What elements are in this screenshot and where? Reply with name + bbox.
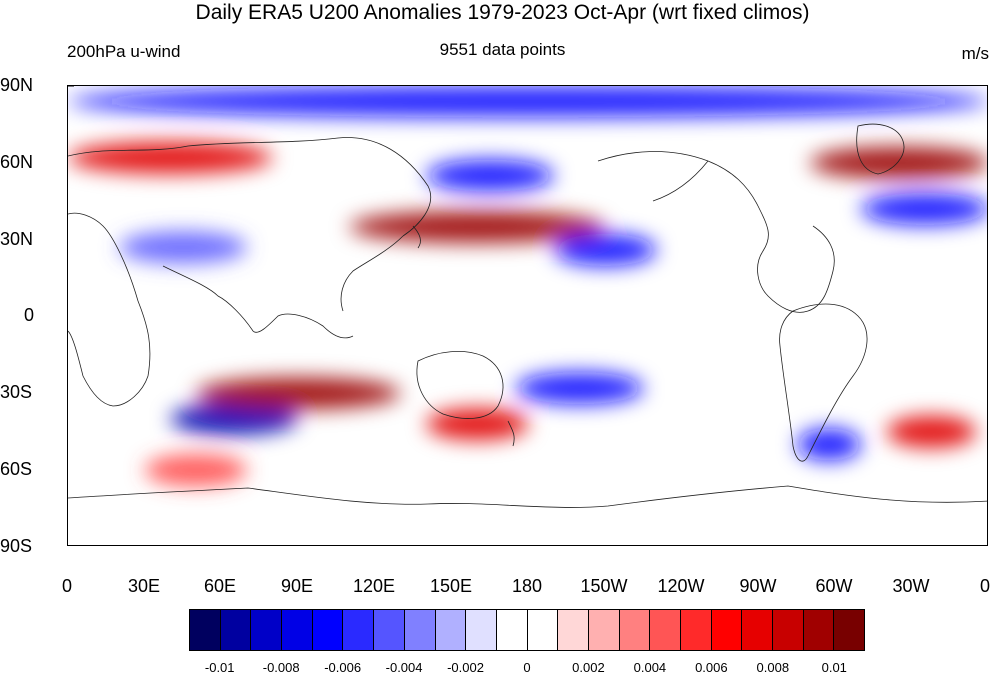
colorbar-label: -0.006 xyxy=(324,660,362,675)
colorbar-box xyxy=(527,610,559,650)
colorbar-box xyxy=(803,610,835,650)
units-label: m/s xyxy=(961,44,989,63)
anomaly-field xyxy=(68,86,987,508)
colorbar-box xyxy=(650,610,681,650)
lon-label-90w: 90W xyxy=(739,576,777,596)
anomaly-positive xyxy=(68,141,273,174)
lon-label-30e: 30E xyxy=(127,576,161,596)
colorbar-box xyxy=(374,610,405,650)
colorbar-box xyxy=(773,610,804,650)
anomaly-negative xyxy=(861,192,987,225)
lon-label-180: 180 xyxy=(511,576,543,596)
colorbar-box xyxy=(282,610,313,650)
anomaly-positive xyxy=(349,210,606,243)
anomaly-map xyxy=(67,85,988,546)
colorbar-box xyxy=(220,610,252,650)
lat-label-90s: 90S xyxy=(0,536,33,556)
lon-label-0: 0 xyxy=(61,576,72,596)
colorbar-box xyxy=(496,610,528,650)
colorbar-label: 0.008 xyxy=(756,660,790,675)
colorbar-box xyxy=(466,610,497,650)
lon-label-150e: 150E xyxy=(429,576,473,596)
anomaly-positive xyxy=(426,408,529,441)
colorbar-box xyxy=(619,610,651,650)
lon-label-60w: 60W xyxy=(815,576,853,596)
colorbar-box xyxy=(312,610,344,650)
lat-label-30s: 30S xyxy=(0,382,33,402)
colorbar-box xyxy=(558,610,589,650)
anomaly-positive xyxy=(195,377,401,410)
colorbar-box xyxy=(742,610,774,650)
lat-label-90n: 90N xyxy=(0,75,34,95)
colorbar-label: 0 xyxy=(523,660,531,675)
lon-label-60e: 60E xyxy=(203,576,237,596)
colorbar-box xyxy=(343,610,375,650)
colorbar-label: 0.006 xyxy=(695,660,728,675)
anomaly-positive xyxy=(144,454,248,487)
anomaly-negative xyxy=(119,231,248,264)
lat-label-60n: 60N xyxy=(0,152,34,172)
plot-title: Daily ERA5 U200 Anomalies 1979-2023 Oct-… xyxy=(195,1,810,24)
coastlines xyxy=(68,123,987,508)
colorbar-box xyxy=(251,610,283,650)
colorbar-box xyxy=(404,610,436,650)
lon-label-150w: 150W xyxy=(580,576,628,596)
anomaly-negative xyxy=(170,402,299,435)
colorbar-box xyxy=(681,610,712,650)
colorbar-label: -0.01 xyxy=(204,660,235,675)
colorbar-box xyxy=(834,610,865,650)
lon-label-0-end: 0 xyxy=(979,576,990,596)
colorbar-box xyxy=(588,610,620,650)
data-points-label: 9551 data points xyxy=(439,40,566,59)
colorbar xyxy=(189,609,865,651)
anomaly-negative xyxy=(68,86,987,118)
colorbar-box xyxy=(711,610,743,650)
anomaly-negative xyxy=(426,159,555,192)
anomaly-negative xyxy=(554,233,657,266)
colorbar-label: 0.004 xyxy=(633,660,667,675)
variable-label: 200hPa u-wind xyxy=(67,42,181,61)
colorbar-label: -0.008 xyxy=(262,660,300,675)
colorbar-label: -0.004 xyxy=(385,660,423,675)
anomaly-negative xyxy=(797,428,862,461)
anomaly-negative xyxy=(515,372,644,405)
colorbar-label: 0.01 xyxy=(821,660,847,675)
colorbar-label: 0.002 xyxy=(572,660,605,675)
lat-label-60s: 60S xyxy=(0,459,33,479)
lat-label-eq: 0 xyxy=(24,305,35,325)
lon-label-120e: 120E xyxy=(352,576,396,596)
anomaly-positive xyxy=(886,415,977,448)
anomaly-positive xyxy=(809,146,987,179)
lon-label-30w: 30W xyxy=(892,576,930,596)
lon-label-120w: 120W xyxy=(657,576,705,596)
lon-label-90e: 90E xyxy=(280,576,314,596)
colorbar-box xyxy=(435,610,467,650)
lat-label-30n: 30N xyxy=(0,229,34,249)
colorbar-label: -0.002 xyxy=(447,660,484,675)
colorbar-box xyxy=(190,610,221,650)
